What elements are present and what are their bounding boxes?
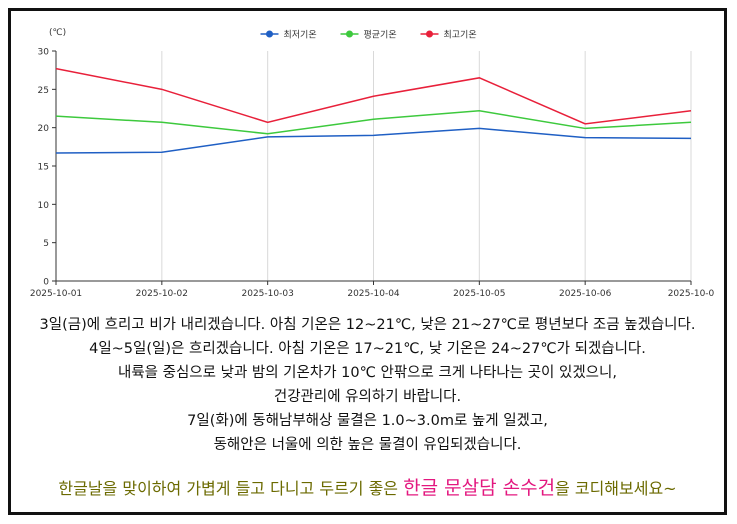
forecast-line: 내륙을 중심으로 낮과 밤의 기온차가 10℃ 안팎으로 크게 나타나는 곳이 …: [118, 365, 617, 381]
forecast-line: 7일(화)에 동해남부해상 물결은 1.0~3.0m로 높게 일겠고,: [187, 413, 548, 429]
series-line: [55, 67, 692, 125]
y-tick-label: 5: [43, 239, 49, 249]
x-tick-label: 2025-10-02: [136, 289, 188, 299]
x-tick-label: 2025-10-0: [668, 289, 715, 299]
promo-product-link[interactable]: 한글 문살담 손수건: [403, 477, 556, 499]
promo-text-after: 을 코디해보세요~: [555, 479, 677, 498]
series-line: [55, 110, 692, 135]
x-tick-label: 2025-10-05: [453, 289, 505, 299]
x-tick-label: 2025-10-06: [559, 289, 612, 299]
legend-label[interactable]: 최저기온: [284, 30, 317, 41]
legend-label[interactable]: 평균기온: [364, 30, 397, 41]
forecast-line: 4일~5일(일)은 흐리겠습니다. 아침 기온은 17~21℃, 낮 기온은 2…: [89, 341, 646, 357]
y-axis-unit-label: (℃): [49, 28, 66, 38]
legend-swatch-dot[interactable]: [426, 30, 433, 38]
promo-banner: 한글날을 맞이하여 가볍게 들고 다니고 두르기 좋은 한글 문살담 손수건을 …: [11, 473, 724, 500]
x-tick-label: 2025-10-04: [347, 289, 400, 299]
legend-label[interactable]: 최고기온: [444, 30, 477, 41]
y-tick-label: 10: [38, 201, 50, 211]
forecast-line: 건강관리에 유의하기 바랍니다.: [273, 389, 462, 405]
legend-swatch-dot[interactable]: [266, 30, 273, 38]
forecast-line: 3일(금)에 흐리고 비가 내리겠습니다. 아침 기온은 12~21℃, 낮은 …: [39, 317, 696, 333]
y-tick-label: 30: [38, 48, 50, 58]
promo-text-before: 한글날을 맞이하여 가볍게 들고 다니고 두르기 좋은: [58, 479, 404, 498]
x-tick-label: 2025-10-03: [242, 289, 294, 299]
legend-swatch-dot[interactable]: [346, 30, 353, 38]
forecast-text: 3일(금)에 흐리고 비가 내리겠습니다. 아침 기온은 12~21℃, 낮은 …: [11, 313, 724, 457]
x-tick-label: 2025-10-01: [30, 289, 82, 299]
forecast-line: 동해안은 너울에 의한 높은 물결이 유입되겠습니다.: [213, 437, 522, 453]
temperature-chart: 0 5 10 15 20 25 30 2025-10-01 2025-10-02 2025-10-…: [11, 11, 724, 311]
y-tick-label: 25: [38, 86, 49, 96]
y-tick-label: 20: [38, 124, 50, 134]
forecast-card: 0 5 10 15 20 25 30 2025-10-01 2025-10-02 2025-10-…: [8, 8, 727, 515]
y-tick-label: 15: [38, 163, 49, 173]
temperature-chart-svg: 0 5 10 15 20 25 30 2025-10-01 2025-10-02 2025-10-…: [30, 28, 715, 299]
series-line: [55, 127, 692, 154]
y-tick-label: 0: [43, 278, 49, 288]
